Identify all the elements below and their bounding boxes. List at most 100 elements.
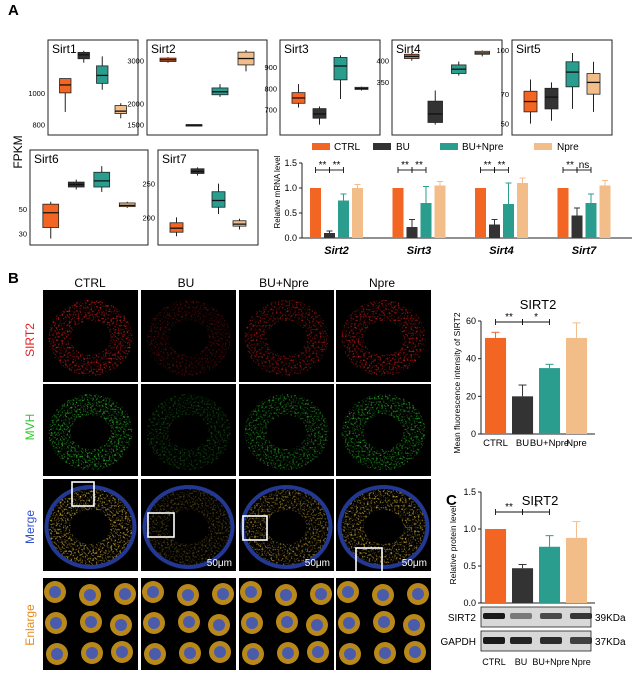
micro-nuclei-ring [337,485,430,569]
mrna-bar-sirt3 [434,185,446,238]
prot-sig-label: ** [505,502,513,513]
mrna-bar-sirt4 [475,188,486,238]
mrna-bar-sirt2 [352,188,363,238]
micro-cell-nucleus [311,619,323,631]
boxplot-tick-sirt4: 350 [376,78,389,87]
fluor-bar-npre [566,337,588,434]
mrna-bar-sirt3 [420,203,432,238]
boxplot-tick-sirt3: 900 [264,63,277,72]
micro-cell-nucleus [343,617,355,629]
micro-cell-nucleus [149,648,161,660]
boxplot-frame-sirt1 [47,39,139,136]
fluor-ytick-label: 40 [466,354,476,364]
micro-cell-r2-c0 [43,479,138,571]
boxplot-box [333,57,348,81]
micro-cell-nucleus [344,648,356,660]
micro-cell-nucleus [184,647,196,659]
boxplot-frame-sirt5 [511,39,613,136]
mrna-ytick-label: 1.5 [284,158,297,168]
mrna-bar-chart: Relative mRNA level CTRL BU BU+Npre Npre… [273,142,632,257]
legend-swatch-bunpre [440,143,458,150]
mrna-category-sirt7: Sirt7 [572,245,597,257]
micro-cell-r1-c1 [141,384,236,476]
col-label-ctrl: CTRL [74,276,106,290]
mrna-bar-sirt2 [338,200,349,238]
scale-bar-label: 50μm [207,558,232,569]
micro-lumen [168,415,209,449]
micro-cell-nucleus [379,647,391,659]
micro-lumen [70,415,111,449]
panel-letter-c: C [446,492,457,509]
mrna-bar-sirt4 [489,224,500,238]
microscopy-grid: 50μm 50μm 50μm [43,290,431,670]
boxplot-tick-sirt6: 30 [19,230,27,239]
boxplot-frame-sirt7 [157,149,259,246]
boxplot-sirt4: Sirt4 400 350 [376,42,490,125]
boxplot-box [544,87,559,110]
boxplot-tick-sirt7: 200 [142,213,155,222]
prot-ytick-label: 0.0 [463,598,476,608]
zoom-box [355,547,383,573]
mrna-legend: CTRL BU BU+Npre Npre [312,142,579,153]
boxplot-title-sirt4: Sirt4 [396,42,421,56]
fluor-ytick-label: 20 [466,391,476,401]
micro-cell-nucleus [84,589,96,601]
micro-cell-nucleus [281,616,293,628]
boxplot-title-sirt6: Sirt6 [34,152,59,166]
fluor-sig-label: ** [505,312,513,323]
legend-label-bu: BU [396,142,410,153]
boxplot-box [211,191,226,208]
micro-cell-nucleus [86,647,98,659]
blot-band-gapdh [570,637,592,644]
boxplot-frame-sirt6 [29,149,149,246]
panel-letter-b: B [8,270,19,287]
boxplot-sirt2: Sirt2 3000 2000 1500 [127,42,255,130]
prot-bar-npre [566,537,588,603]
micro-cell-nucleus [214,646,226,658]
micro-cell-nucleus [280,589,292,601]
micro-cell-r3-c2 [239,578,334,670]
boxplot-tick-sirt1: 800 [32,121,45,130]
boxplot-sirt6: Sirt6 50 30 [19,152,136,239]
fluorescence-bar-chart: SIRT2 Mean fluorescence intensity of SIR… [452,297,595,454]
fluor-category-bu: BU [516,438,529,449]
western-blot: SIRT2 GAPDH 39KDa 37KDa CTRL BU BU+Npre … [440,606,626,667]
micro-lumen [363,510,404,544]
mrna-bar-sirt7 [599,185,611,238]
prot-bar-bu [512,568,534,603]
micro-cell-nucleus [247,648,259,660]
boxplot-tick-sirt4: 400 [376,57,389,66]
mrna-sig-label: ** [319,160,327,171]
zoom-box [71,481,95,507]
micro-lumen [266,510,307,544]
micro-cell-nucleus [116,646,128,658]
fluor-ylabel: Mean fluorescence intensity of SIRT2 [452,312,462,453]
boxplot-box [565,61,580,88]
prot-sig-label: * [534,502,538,513]
micro-cell-r0-c0 [43,290,138,382]
row-label-mvh: MVH [23,414,37,441]
boxplot-title-sirt1: Sirt1 [52,42,77,56]
micro-cell-nucleus [119,588,131,600]
micro-cell-r1-c3 [336,384,431,476]
mrna-ytick-label: 0.5 [284,208,297,218]
micro-lumen [266,321,307,355]
boxplot-box [42,203,60,228]
blot-label-gapdh: GAPDH [440,637,476,648]
mrna-bar-sirt4 [517,183,528,238]
boxplot-tick-sirt6: 50 [19,205,27,214]
mrna-bar-sirt2 [324,233,335,238]
col-label-npre: Npre [369,276,395,290]
blot-kda-sirt2: 39KDa [595,613,626,624]
zoom-box [242,515,268,541]
blot-label-sirt2: SIRT2 [448,613,477,624]
micro-cell-nucleus [217,588,229,600]
micro-cell-nucleus [408,619,420,631]
boxplot-tick-sirt5: 70 [501,90,509,99]
micro-cell-nucleus [412,588,424,600]
boxplot-sirt5: Sirt5 100 70 50 [496,42,601,129]
boxplot-tick-sirt2: 1500 [127,121,144,130]
micro-cell-r0-c1 [141,290,236,382]
fluor-category-bunpre: BU+Npre [530,438,569,449]
micro-lumen [266,415,307,449]
